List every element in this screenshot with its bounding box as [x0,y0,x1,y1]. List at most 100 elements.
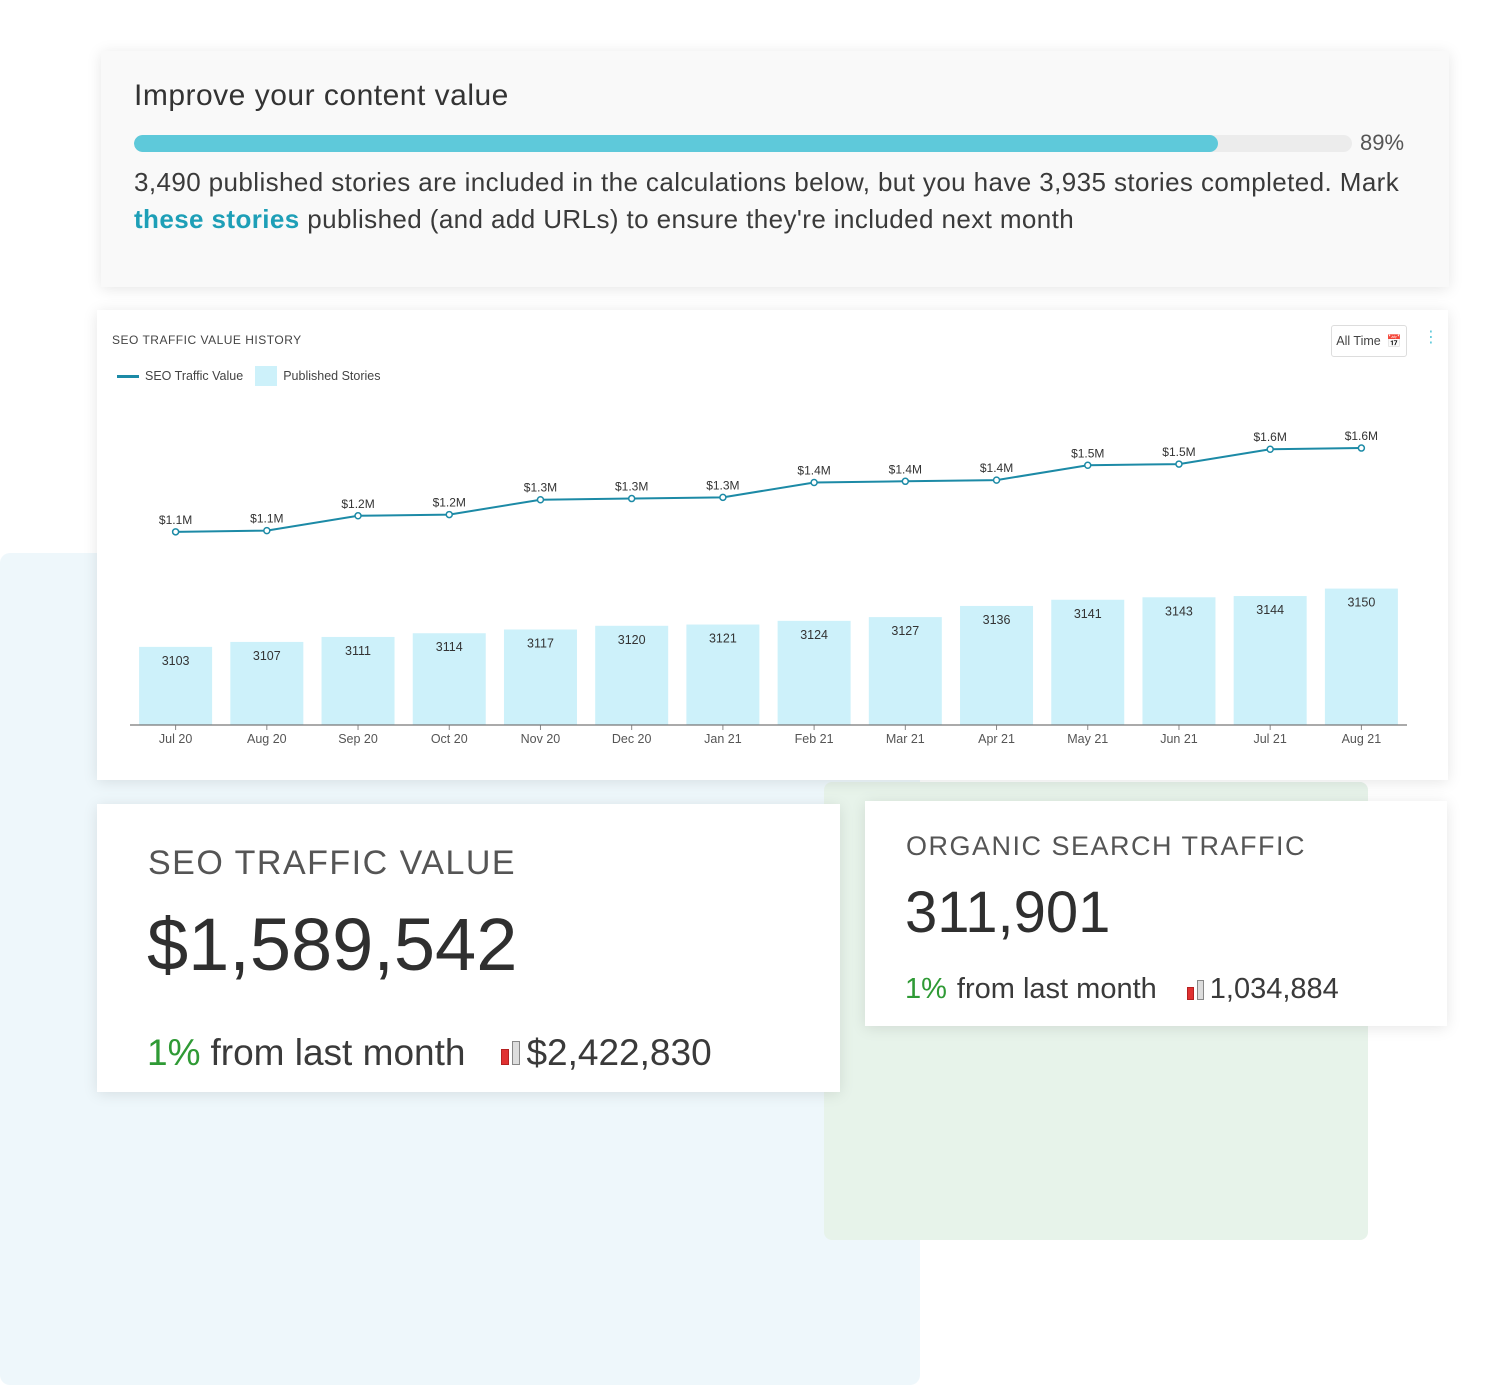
chart-bar [777,620,851,725]
metric-value: $1,589,542 [147,903,518,986]
legend-item-seo-traffic-value[interactable]: SEO Traffic Value [145,369,244,383]
bar-value-label: 3111 [345,644,371,658]
line-point [263,526,271,535]
content-progress-fill [134,135,1219,152]
x-tick-label: Sep 20 [338,732,378,746]
line-value-label: $1.2M [341,497,374,511]
x-tick-label: Jul 21 [1253,732,1286,746]
change-percent: 1% [905,973,947,1005]
chart-bar [595,625,669,725]
line-point [354,512,362,520]
line-point [810,478,818,487]
bar-value-label: 3103 [162,654,190,668]
x-tick-label: Aug 20 [247,732,287,746]
change-text: from last month [956,973,1157,1005]
x-tick-label: Mar 21 [886,732,925,746]
metric-change-row: 1% from last month 1,034,884 [905,973,1339,1006]
improve-description: 3,490 published stories are included in … [134,164,1434,238]
chart-bar [1233,596,1307,725]
line-point [992,476,1001,484]
change-percent: 1% [147,1032,201,1073]
chart-bar [960,605,1034,725]
line-point [719,493,727,502]
bar-value-label: 3124 [800,628,828,642]
line-point [901,477,910,486]
bar-value-label: 3144 [1256,603,1284,617]
bar-value-label: 3141 [1074,607,1102,621]
progress-percent: 89% [1360,130,1405,155]
x-tick-label: Jun 21 [1160,732,1198,746]
chart-bar [1051,599,1125,725]
x-tick-label: Nov 20 [521,732,561,746]
chart-bar [139,646,213,725]
legend-line-swatch [117,374,139,378]
chart-bar [503,629,577,725]
description-text-before: 3,490 published stories are included in … [134,167,1400,197]
bar-value-label: 3127 [891,624,919,638]
chart-bar [1324,588,1398,725]
chart-bar [868,617,942,725]
bar-value-label: 3150 [1347,596,1375,610]
improve-title: Improve your content value [134,79,509,112]
line-value-label: $1.4M [797,464,830,478]
line-point [1266,445,1274,453]
kebab-menu-icon[interactable]: ⋮ [1423,329,1439,346]
line-point [627,494,636,503]
bar-value-label: 3117 [527,637,554,651]
line-value-label: $1.3M [524,481,557,495]
line-value-label: $1.4M [980,461,1013,475]
line-value-label: $1.3M [615,480,648,494]
x-tick-label: Jul 20 [159,732,192,746]
compare-value: $2,422,830 [526,1032,712,1073]
chart-bar [230,641,304,725]
line-value-label: $1.1M [250,512,283,526]
metric-label: ORGANIC SEARCH TRAFFIC [906,831,1307,861]
seo-traffic-value-card: SEO TRAFFIC VALUE $1,589,542 1% from las… [97,804,840,1092]
line-value-label: $1.3M [706,478,739,492]
calendar-icon: 📅 [1386,334,1402,348]
line-value-label: $1.2M [433,496,466,510]
metric-value: 311,901 [905,880,1111,945]
line-value-label: $1.1M [159,513,192,527]
line-point [445,510,453,519]
chart-title: SEO TRAFFIC VALUE HISTORY [112,333,302,347]
chart-legend: SEO Traffic Value Published Stories [117,366,380,386]
line-value-label: $1.4M [889,462,922,476]
time-range-label: All Time [1336,334,1381,348]
x-tick-label: Feb 21 [795,732,834,746]
x-tick-label: Jan 21 [704,732,742,746]
seo-traffic-history-card: SEO TRAFFIC VALUE HISTORY SEO Traffic Va… [97,310,1448,780]
line-value-label: $1.6M [1253,430,1286,444]
these-stories-link[interactable]: these stories [134,204,300,234]
bar-value-label: 3120 [618,633,646,647]
chart-bar [1142,597,1216,725]
change-text: from last month [210,1032,466,1073]
time-range-button[interactable]: All Time 📅 [1331,325,1407,357]
x-tick-label: Dec 20 [612,732,652,746]
metric-change-row: 1% from last month $2,422,830 [147,1032,712,1074]
organic-search-traffic-card: ORGANIC SEARCH TRAFFIC 311,901 1% from l… [865,801,1447,1026]
chart-bar [321,636,395,725]
line-point [1357,444,1366,452]
legend-bar-swatch [255,366,278,386]
chart-plot: 3103 Jul 20 3107 Aug 20 3111 Sep 20 3114 Oct 20… [130,429,1407,746]
line-point [536,495,545,504]
line-value-label: $1.5M [1071,446,1104,460]
x-tick-label: Oct 20 [431,732,468,746]
metric-label: SEO TRAFFIC VALUE [148,844,517,882]
description-text-after: published (and add URLs) to ensure they'… [299,204,1075,234]
bar-value-label: 3107 [253,649,281,663]
bar-value-label: 3143 [1165,604,1193,618]
line-point [1084,461,1092,470]
line-series-seo-traffic-value [175,447,1362,533]
x-tick-label: Aug 21 [1342,732,1382,746]
line-value-label: $1.5M [1162,445,1195,459]
chart-bar [686,624,760,725]
line-point [171,528,180,536]
comparison-bars-icon [501,1041,521,1065]
bar-value-label: 3136 [983,613,1011,627]
content-progress-bar [134,135,1352,152]
legend-item-published-stories[interactable]: Published Stories [283,369,381,383]
bar-value-label: 3114 [436,640,463,654]
line-point [1175,460,1183,468]
